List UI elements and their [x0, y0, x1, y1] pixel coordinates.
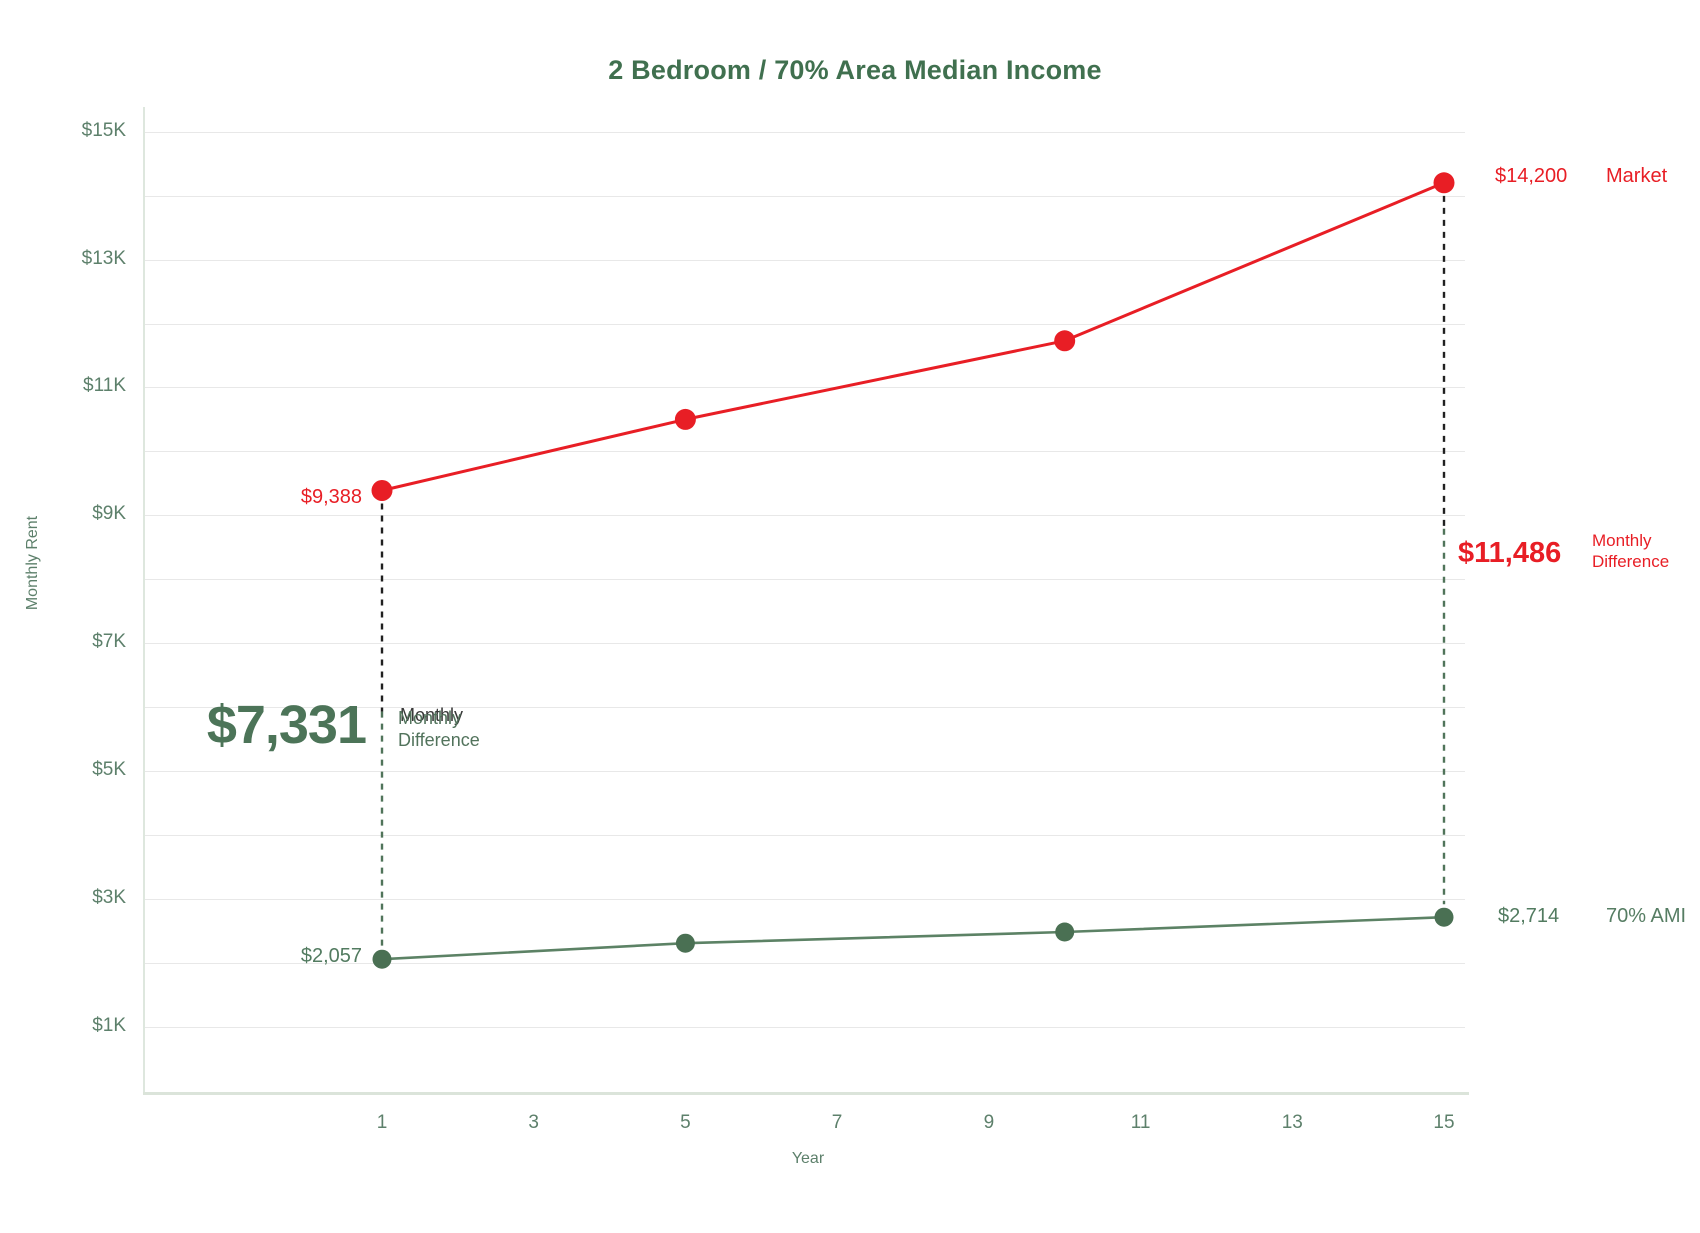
y-tick-label: $9K	[92, 503, 126, 525]
market-first-point-label: $9,388	[300, 486, 362, 508]
gridline-7000	[145, 643, 1465, 645]
gridline-15000	[145, 131, 1465, 133]
ami-series-label: 70% AMI	[1606, 905, 1687, 927]
x-axis-title: Year	[791, 1150, 825, 1167]
y-axis-line	[143, 107, 145, 1095]
x-tick-label: 15	[1433, 1112, 1455, 1133]
ami-point-year10[interactable]	[1055, 922, 1075, 942]
gridline-5000	[145, 771, 1465, 772]
gridline-13000	[145, 259, 1465, 261]
market-point-year15[interactable]	[1433, 172, 1455, 194]
chart-title: 2 Bedroom / 70% Area Median Income	[608, 55, 1102, 85]
market-series-label: Market	[1606, 165, 1668, 187]
x-axis-line	[143, 1092, 1469, 1095]
gridline-4000	[145, 835, 1465, 836]
ami-point-year5[interactable]	[675, 933, 695, 953]
gridline-11000	[145, 387, 1465, 389]
ami-point-year1[interactable]	[372, 949, 392, 969]
year1-monthly-difference-label: Monthly Difference	[398, 707, 480, 751]
market-point-year1[interactable]	[371, 480, 393, 501]
market-line	[380, 181, 1446, 492]
gridline-14000	[145, 195, 1465, 197]
x-tick-label: 1	[376, 1112, 388, 1133]
y-tick-label: $3K	[92, 886, 126, 908]
ami-first-point-label: $2,057	[300, 945, 362, 967]
ami-line	[380, 915, 1446, 961]
y-tick-label: $11K	[83, 375, 126, 397]
market-point-year10[interactable]	[1054, 330, 1076, 352]
y-tick-label: $5K	[92, 759, 126, 780]
x-tick-label: 11	[1130, 1112, 1151, 1133]
y-tick-label: $15K	[81, 119, 126, 141]
gridline-6000	[145, 707, 1465, 709]
year1-diff-label-line2: Difference	[398, 730, 480, 750]
year15-monthly-difference-value: $11,486	[1458, 537, 1562, 569]
y-tick-label: $7K	[92, 631, 126, 653]
gridline-2000	[145, 962, 1465, 964]
gridline-10000	[145, 451, 1465, 453]
gridline-1000	[145, 1026, 1465, 1028]
year15-diff-label-line1: Monthly	[1592, 531, 1652, 550]
y-tick-label: $13K	[81, 247, 126, 269]
gridline-12000	[145, 323, 1465, 325]
gridline-9000	[145, 515, 1465, 517]
gridline-8000	[145, 579, 1465, 581]
x-tick-label: 3	[528, 1112, 539, 1133]
x-tick-label: 5	[680, 1112, 691, 1133]
x-tick-label: 13	[1281, 1112, 1303, 1133]
ami-last-point-label: $2,714	[1498, 905, 1560, 927]
ami-point-year15[interactable]	[1434, 907, 1454, 927]
market-last-point-label: $14,200	[1495, 165, 1568, 187]
year1-diff-label-line1: Monthly	[398, 708, 462, 728]
x-tick-label: 9	[983, 1112, 995, 1133]
year15-monthly-difference-label: Monthly Difference	[1592, 530, 1669, 572]
gridline-3000	[145, 898, 1465, 900]
year15-diff-label-line2: Difference	[1592, 552, 1670, 571]
y-tick-label: $1K	[92, 1014, 126, 1036]
x-tick-label: 7	[831, 1112, 843, 1133]
market-point-year5[interactable]	[674, 408, 696, 430]
year1-monthly-difference-value: $7,331	[206, 695, 367, 755]
